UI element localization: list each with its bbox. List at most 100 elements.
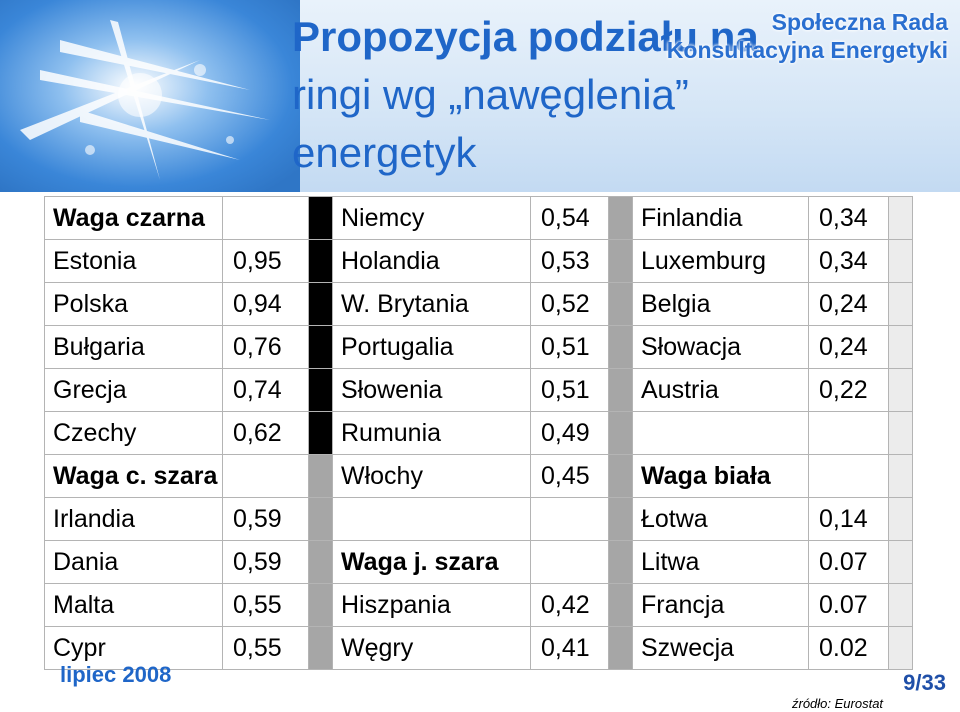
weight-color-bar (308, 196, 333, 240)
table-value-cell (808, 411, 889, 455)
table-label-cell: Waga biała (632, 454, 809, 498)
weight-color-bar (308, 368, 333, 412)
table-label-cell: Słowacja (632, 325, 809, 369)
table-value-cell: 0,94 (222, 282, 309, 326)
table-value-cell: 0,34 (808, 239, 889, 283)
weight-color-bar (608, 196, 633, 240)
weight-color-bar (608, 497, 633, 541)
table-value-cell: 0,45 (530, 454, 609, 498)
table-value-cell: 0,51 (530, 368, 609, 412)
weight-color-bar (608, 282, 633, 326)
weight-color-bar (308, 239, 333, 283)
table-label-cell: Słowenia (332, 368, 531, 412)
table-label-cell: Litwa (632, 540, 809, 584)
table-label-cell: Portugalia (332, 325, 531, 369)
table-label-cell (332, 497, 531, 541)
table-label-cell: Waga j. szara (332, 540, 531, 584)
table-value-cell (530, 540, 609, 584)
weight-color-bar (308, 282, 333, 326)
table-value-cell: 0.02 (808, 626, 889, 670)
weight-color-bar (888, 368, 913, 412)
table-label-cell: Niemcy (332, 196, 531, 240)
table-row: Irlandia 0,59 Łotwa 0,14 (44, 497, 913, 541)
weight-color-bar (888, 411, 913, 455)
weight-color-bar (608, 583, 633, 627)
table-label-cell: Belgia (632, 282, 809, 326)
weight-color-bar (608, 540, 633, 584)
weight-color-bar (308, 454, 333, 498)
weight-color-bar (888, 583, 913, 627)
table-label-cell: Waga czarna (44, 196, 223, 240)
page-number: 9/33 (903, 670, 946, 695)
weight-color-bar (608, 454, 633, 498)
table-label-cell (632, 411, 809, 455)
table-row: Grecja 0,74 Słowenia 0,51 Austria 0,22 (44, 368, 913, 412)
title-line-1: Propozycja podziału na (292, 13, 759, 60)
weight-color-bar (888, 540, 913, 584)
table-value-cell: 0.07 (808, 540, 889, 584)
table-value-cell (808, 454, 889, 498)
table-value-cell: 0,52 (530, 282, 609, 326)
weight-color-bar (608, 411, 633, 455)
table-row: Bułgaria 0,76 Portugalia 0,51 Słowacja 0,24 (44, 325, 913, 369)
org-line-2: Konsultacyjna Energetyki (666, 37, 948, 63)
table-value-cell: 0,22 (808, 368, 889, 412)
table-label-cell: Malta (44, 583, 223, 627)
table-label-cell: Holandia (332, 239, 531, 283)
table-value-cell: 0,14 (808, 497, 889, 541)
decorative-light-burst-graphic (0, 0, 300, 192)
weight-color-bar (308, 325, 333, 369)
table-label-cell: Waga c. szara (44, 454, 223, 498)
table-value-cell: 0,95 (222, 239, 309, 283)
weight-color-bar (308, 411, 333, 455)
table-row: Cypr 0,55 Węgry 0,41 Szwecja 0.02 (44, 626, 913, 670)
table-value-cell: 0,51 (530, 325, 609, 369)
table-label-cell: Estonia (44, 239, 223, 283)
table-value-cell: 0,49 (530, 411, 609, 455)
table-label-cell: Austria (632, 368, 809, 412)
table-value-cell: 0,55 (222, 626, 309, 670)
title-line-2: ringi wg „nawęglenia” (292, 71, 689, 118)
table-value-cell: 0,34 (808, 196, 889, 240)
weight-color-bar (308, 497, 333, 541)
table-label-cell: Grecja (44, 368, 223, 412)
energy-weight-table: Waga czarna Niemcy 0,54 Finlandia 0,34 Estoni… (44, 196, 913, 670)
weight-color-bar (608, 239, 633, 283)
table-row: Estonia 0,95 Holandia 0,53 Luxemburg 0,34 (44, 239, 913, 283)
weight-color-bar (888, 239, 913, 283)
weight-color-bar (888, 497, 913, 541)
table-value-cell: 0,54 (530, 196, 609, 240)
table-row: Dania 0,59 Waga j. szara Litwa 0.07 (44, 540, 913, 584)
table-label-cell: Łotwa (632, 497, 809, 541)
footer-date: lipiec 2008 (60, 662, 172, 687)
table-value-cell (222, 196, 309, 240)
slide-title: Propozycja podziału na ringi wg „nawęgle… (292, 8, 852, 182)
weight-color-bar (608, 325, 633, 369)
source-note: źródło: Eurostat (792, 696, 884, 711)
table-label-cell: Węgry (332, 626, 531, 670)
table-label-cell: W. Brytania (332, 282, 531, 326)
table-value-cell (530, 497, 609, 541)
table-label-cell: Luxemburg (632, 239, 809, 283)
weight-color-bar (888, 282, 913, 326)
org-line-1: Społeczna Rada (771, 9, 948, 35)
table-label-cell: Finlandia (632, 196, 809, 240)
title-line-3: energetyk (292, 129, 477, 176)
table-value-cell: 0,55 (222, 583, 309, 627)
weight-color-bar (888, 196, 913, 240)
table-row: Czechy 0,62 Rumunia 0,49 (44, 411, 913, 455)
weight-color-bar (608, 626, 633, 670)
table-value-cell: 0,59 (222, 497, 309, 541)
table-row: Malta 0,55 Hiszpania 0,42 Francja 0.07 (44, 583, 913, 627)
table-label-cell: Polska (44, 282, 223, 326)
table-value-cell: 0.07 (808, 583, 889, 627)
table-value-cell: 0,42 (530, 583, 609, 627)
table-value-cell: 0,24 (808, 282, 889, 326)
table-label-cell: Francja (632, 583, 809, 627)
table-label-cell: Hiszpania (332, 583, 531, 627)
weight-color-bar (888, 325, 913, 369)
organization-name: Społeczna Rada Konsultacyjna Energetyki (667, 8, 948, 64)
table-value-cell: 0,53 (530, 239, 609, 283)
weight-color-bar (308, 583, 333, 627)
table-label-cell: Irlandia (44, 497, 223, 541)
